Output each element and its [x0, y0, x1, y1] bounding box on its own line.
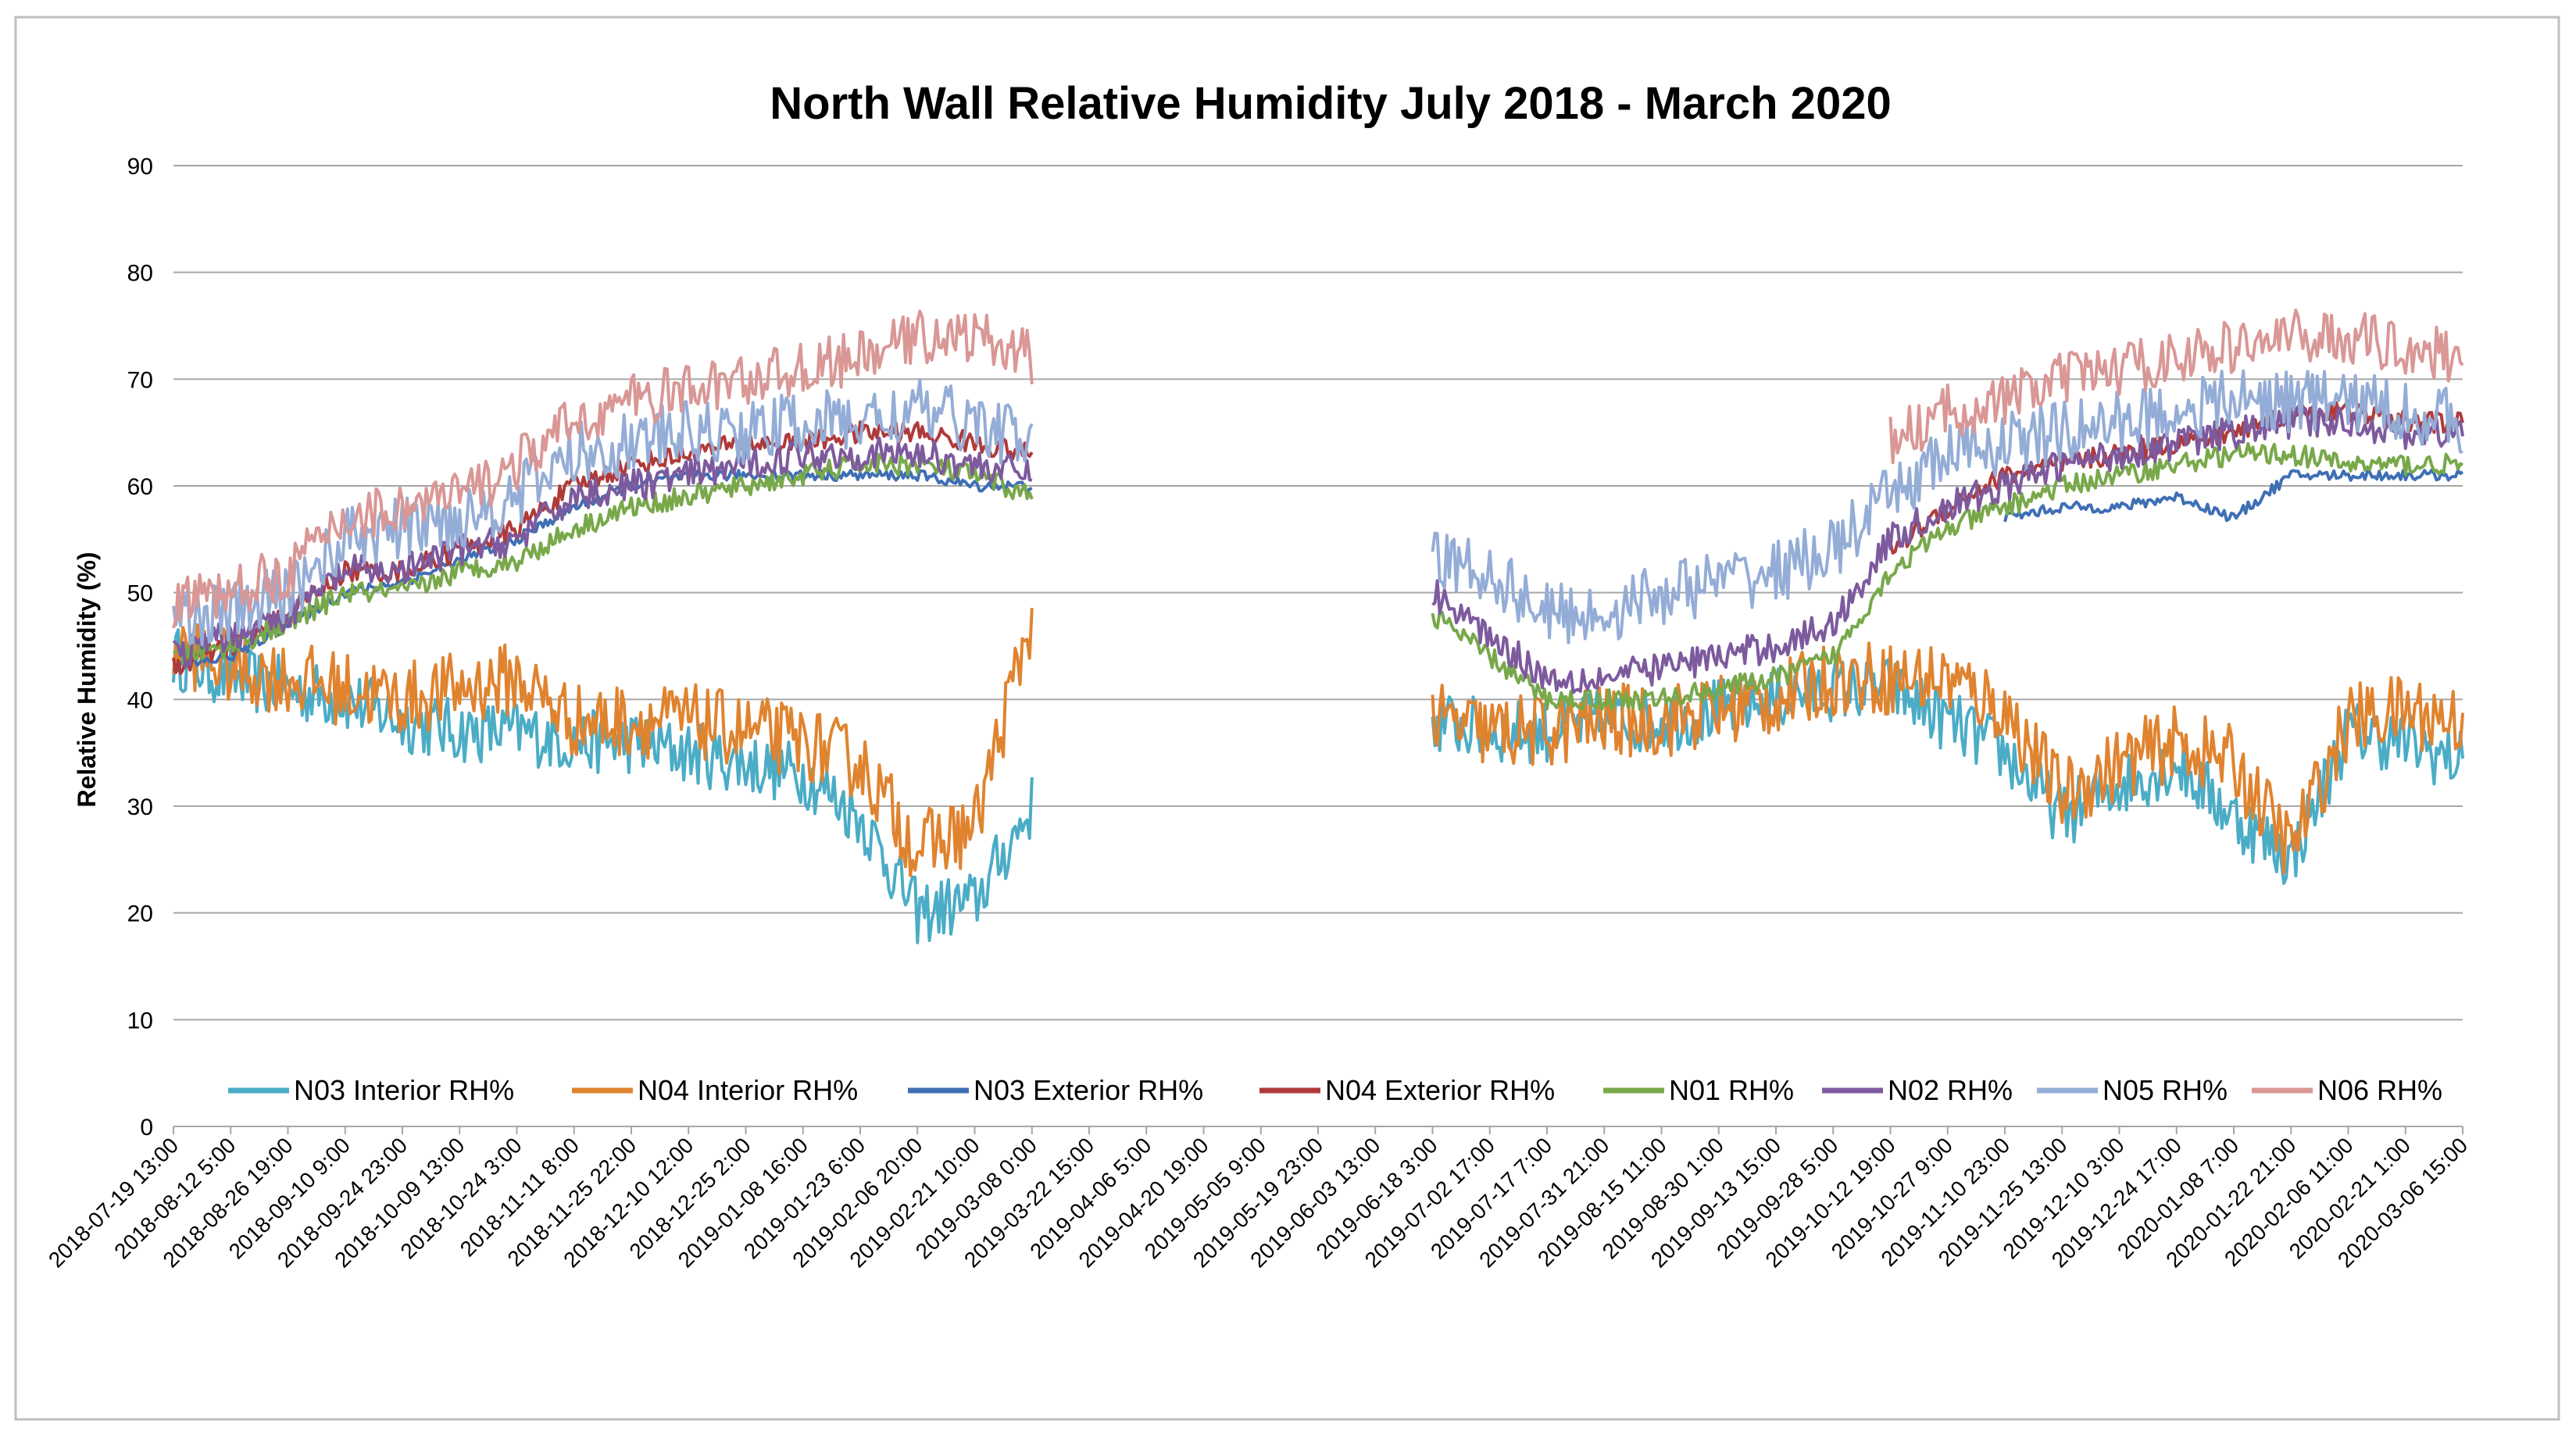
legend-label: N06 RH%	[2317, 1074, 2442, 1106]
y-tick-label: 50	[127, 581, 153, 607]
legend-label: N03 Exterior RH%	[974, 1074, 1203, 1106]
series-line-8	[172, 309, 2464, 629]
y-tick-label: 40	[127, 687, 153, 713]
y-tick-label: 60	[127, 474, 153, 500]
series-lines	[172, 309, 2464, 944]
chart-title: North Wall Relative Humidity July 2018 -…	[770, 78, 1891, 129]
legend-label: N05 RH%	[2103, 1074, 2228, 1106]
legend-label: N03 Interior RH%	[294, 1074, 514, 1106]
legend-label: N04 Interior RH%	[638, 1074, 858, 1106]
legend: N03 Interior RH% N04 Interior RH% N03 Exte…	[228, 1074, 2442, 1106]
legend-label: N02 RH%	[1888, 1074, 2013, 1106]
series-line-7	[172, 369, 2463, 647]
y-tick-label: 90	[127, 154, 153, 180]
y-tick-label: 30	[127, 794, 153, 820]
y-axis-label: Relative Humidity (%)	[73, 552, 101, 807]
series-line-5	[173, 441, 2463, 712]
y-tick-label: 0	[140, 1115, 153, 1141]
series-line-2	[172, 608, 2464, 877]
y-tick-label: 20	[127, 901, 153, 927]
y-tick-label: 10	[127, 1008, 153, 1033]
y-tick-labels: 0 10 20 30 40 50 60 70 80 90	[127, 154, 153, 1141]
legend-label: N04 Exterior RH%	[1325, 1074, 1555, 1106]
y-tick-label: 80	[127, 261, 153, 287]
y-tick-label: 70	[127, 367, 153, 393]
legend-label: N01 RH%	[1669, 1074, 1794, 1106]
